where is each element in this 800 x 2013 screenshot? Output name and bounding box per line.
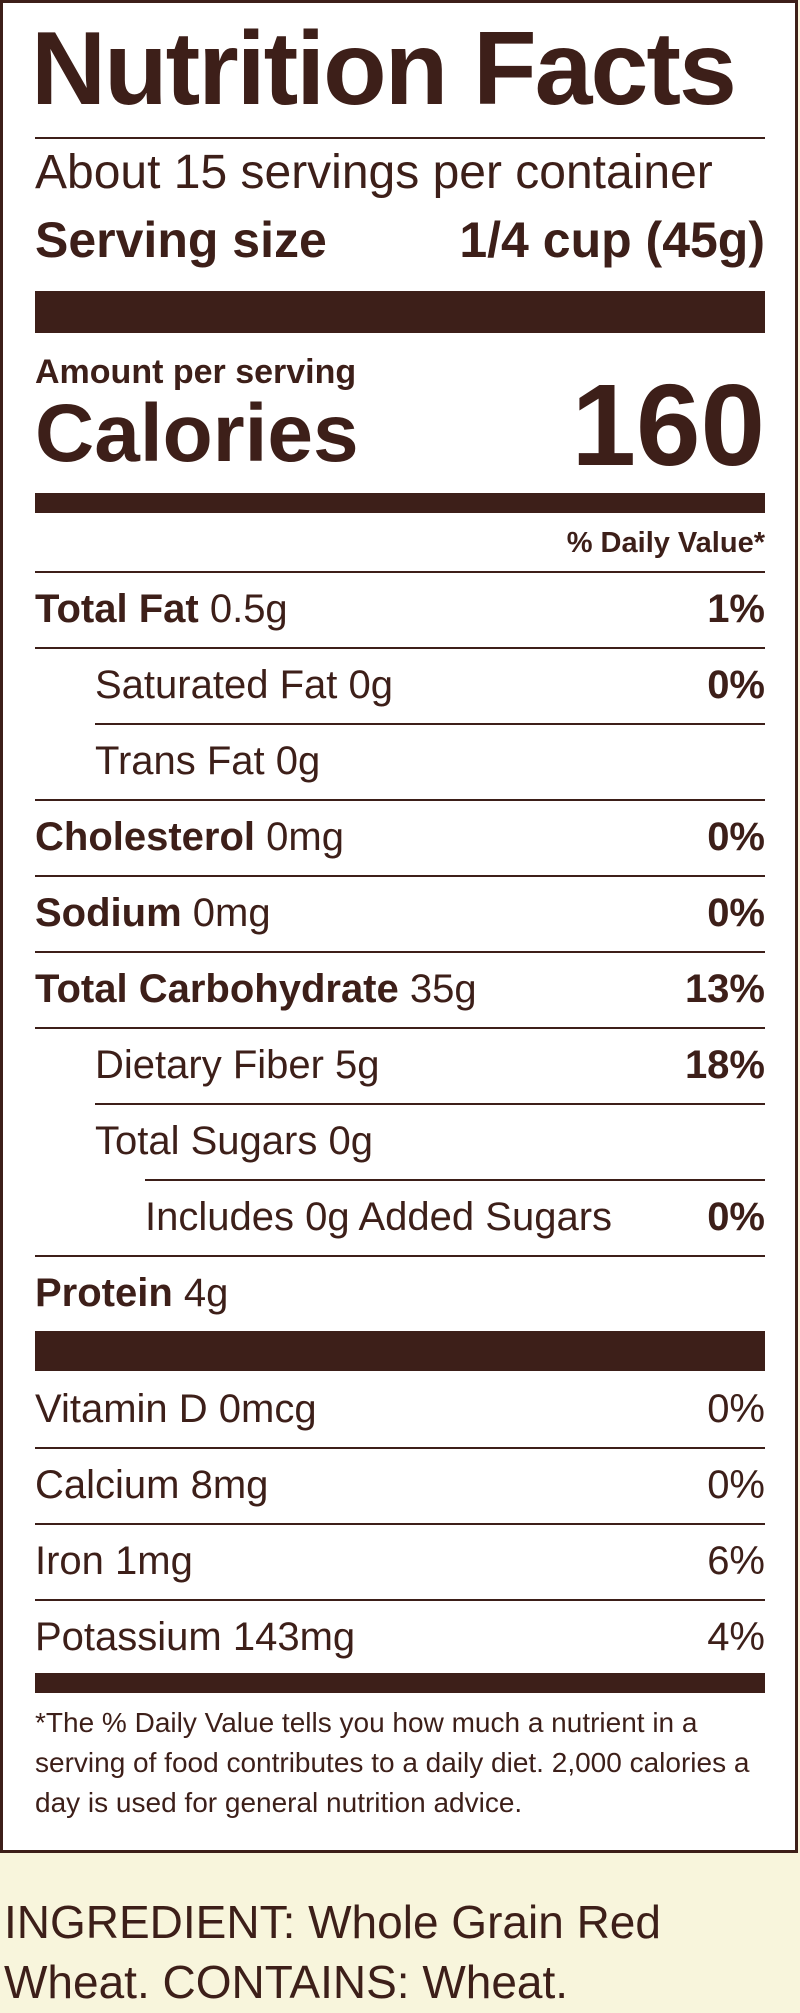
nutrient-row-sodium: Sodium 0mg 0%	[35, 893, 765, 933]
nutrient-dv: 1%	[707, 587, 765, 631]
serving-size-row: Serving size 1/4 cup (45g)	[35, 215, 765, 265]
vitamin-name: Iron 1mg	[35, 1539, 193, 1583]
thick-divider	[35, 291, 765, 333]
serving-size-label: Serving size	[35, 212, 327, 268]
nutrient-amount: 0mg	[266, 815, 344, 859]
serving-size-value: 1/4 cup (45g)	[459, 212, 765, 268]
nutrient-row-cholesterol: Cholesterol 0mg 0%	[35, 817, 765, 857]
nutrient-row-trans-fat: Trans Fat 0g	[95, 741, 765, 781]
vitamin-dv: 0%	[707, 1387, 765, 1431]
nutrient-amount: 4g	[183, 1271, 229, 1315]
nutrient-dv: 0%	[707, 1195, 765, 1239]
daily-value-footnote: *The % Daily Value tells you how much a …	[35, 1707, 750, 1818]
ingredients-statement: INGREDIENT: Whole Grain Red Wheat. CONTA…	[4, 1896, 661, 2008]
divider	[35, 647, 765, 649]
nutrient-amount: 0.5g	[209, 587, 288, 631]
divider	[35, 1255, 765, 1257]
divider	[35, 1447, 765, 1449]
divider	[35, 1599, 765, 1601]
divider	[95, 723, 765, 725]
nutrient-name: Protein	[35, 1271, 173, 1315]
divider	[35, 137, 765, 139]
nutrient-name: Dietary Fiber 5g	[95, 1043, 380, 1087]
nutrient-name: Sodium	[35, 891, 182, 935]
nutrient-dv: 0%	[707, 815, 765, 859]
nutrient-row-total-fat: Total Fat 0.5g 1%	[35, 589, 765, 629]
daily-value-header: % Daily Value*	[566, 527, 765, 559]
amount-per-serving: Amount per serving	[35, 353, 357, 391]
vitamin-dv: 0%	[707, 1463, 765, 1507]
label-title: Nutrition Facts	[31, 11, 737, 127]
servings-per-container: About 15 servings per container	[35, 146, 713, 199]
thick-divider	[35, 1331, 765, 1371]
medium-divider	[35, 493, 765, 513]
nutrient-row-saturated-fat: Saturated Fat 0g 0%	[95, 665, 765, 705]
nutrient-name: Cholesterol	[35, 815, 256, 859]
nutrition-facts-label: Nutrition Facts About 15 servings per co…	[0, 0, 798, 1853]
vitamin-name: Potassium 143mg	[35, 1615, 356, 1659]
divider	[35, 571, 765, 573]
calories-label: Calories	[35, 388, 359, 479]
nutrient-row-dietary-fiber: Dietary Fiber 5g 18%	[95, 1045, 765, 1085]
vitamin-name: Calcium 8mg	[35, 1463, 269, 1507]
nutrient-amount: 0mg	[192, 891, 271, 935]
nutrient-name: Total Sugars 0g	[95, 1119, 373, 1163]
nutrient-name: Total Carbohydrate	[35, 967, 399, 1011]
divider	[95, 1103, 765, 1105]
nutrient-row-total-carbohydrate: Total Carbohydrate 35g 13%	[35, 969, 765, 1009]
vitamin-row-vitamin-d: Vitamin D 0mcg 0%	[35, 1389, 765, 1429]
nutrient-dv: 0%	[707, 663, 765, 707]
calories-value: 160	[571, 360, 765, 490]
vitamin-dv: 6%	[707, 1539, 765, 1583]
nutrient-row-protein: Protein 4g	[35, 1273, 765, 1313]
vitamin-row-potassium: Potassium 143mg 4%	[35, 1617, 765, 1657]
vitamin-name: Vitamin D 0mcg	[35, 1387, 317, 1431]
nutrient-dv: 0%	[707, 891, 765, 935]
divider	[35, 951, 765, 953]
divider	[145, 1179, 765, 1181]
nutrient-name: Total Fat	[35, 587, 199, 631]
divider	[35, 1523, 765, 1525]
divider	[35, 1027, 765, 1029]
divider	[35, 799, 765, 801]
nutrient-name: Trans Fat 0g	[95, 739, 321, 783]
vitamin-dv: 4%	[707, 1615, 765, 1659]
divider	[35, 875, 765, 877]
vitamin-row-calcium: Calcium 8mg 0%	[35, 1465, 765, 1505]
nutrient-dv: 13%	[684, 967, 765, 1011]
nutrient-row-total-sugars: Total Sugars 0g	[95, 1121, 765, 1161]
vitamin-row-iron: Iron 1mg 6%	[35, 1541, 765, 1581]
nutrient-amount: 35g	[409, 967, 477, 1011]
nutrient-name: Includes 0g Added Sugars	[145, 1195, 613, 1239]
nutrient-name: Saturated Fat 0g	[95, 663, 393, 707]
medium-divider	[35, 1673, 765, 1693]
nutrient-dv: 18%	[684, 1043, 765, 1087]
nutrient-row-added-sugars: Includes 0g Added Sugars 0%	[145, 1197, 765, 1237]
